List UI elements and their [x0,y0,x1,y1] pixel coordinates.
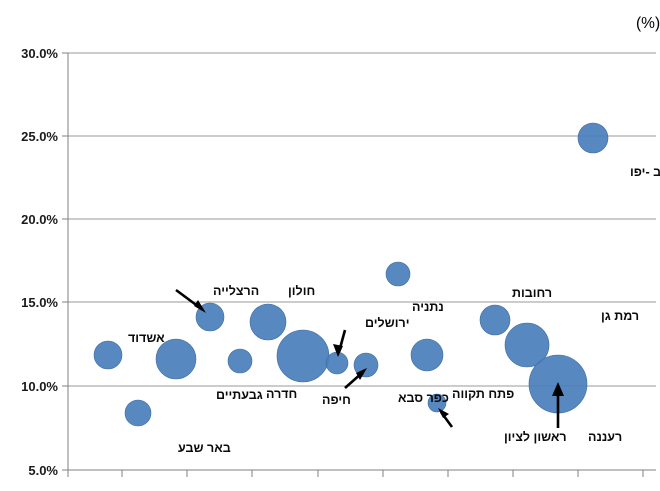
label-herzliya: הרצלייה [213,284,259,298]
y-axis-ticks [62,52,68,471]
label-petah-tikva: פתח תקווה [452,387,514,401]
bubble-rishon-lezion[interactable] [427,393,447,413]
bubble-holon[interactable] [249,303,287,341]
label-beer-sheva: באר שבע [178,441,231,455]
data-labels: אשדוד באר שבע גבעתיים הרצלייה חדרה חולון… [128,165,660,455]
leader-arrows [175,288,564,428]
page-title: הפער בגודל האוכלוסיה בין הרישום ברשויות … [636,15,660,32]
bubble-jerusalem[interactable] [325,351,349,375]
label-givatayim: גבעתיים [216,388,263,402]
y-axis-labels: 30.0% 25.0% 20.0% 15.0% 10.0% 5.0% [21,46,58,478]
bubble-netanya[interactable] [385,261,411,287]
bubble-givatayim[interactable] [155,338,197,380]
leader-rishon-lezion [438,408,454,428]
bubble-petah-tikva[interactable] [410,338,444,372]
leader-herzliya [175,288,206,313]
bubble-tel-aviv[interactable] [577,122,609,154]
label-holon: חולון [288,284,315,298]
label-hadera: חדרה [266,387,297,401]
label-rehovot: רחובות [512,286,552,300]
gridlines [68,52,656,387]
label-rishon-lezion: ראשון לציון [504,430,567,444]
bubble-ramat-gan[interactable] [504,322,550,368]
x-axis-ticks [67,470,644,477]
label-jerusalem: ירושלים [365,316,409,330]
label-netanya: נתניה [412,300,444,314]
bubble-beer-sheva[interactable] [124,399,152,427]
label-ramat-gan: רמת גן [601,309,639,323]
bubble-ashdod[interactable] [93,340,123,370]
label-ashdod: אשדוד [128,331,165,345]
y-tick-label-5: 5.0% [28,463,58,478]
bubble-hadera[interactable] [227,348,253,374]
label-haifa: חיפה [322,393,351,407]
label-tel-aviv: תל אביב -יפו [630,165,660,179]
label-kfar-saba: כפר סבא [398,391,449,405]
y-tick-label-30: 30.0% [21,46,58,61]
leader-jerusalem [333,329,347,357]
label-raanana: רעננה [588,430,622,444]
bubble-kfar-saba[interactable] [353,352,379,378]
y-tick-label-10: 10.0% [21,379,58,394]
y-tick-label-15: 15.0% [21,295,58,310]
y-tick-label-25: 25.0% [21,129,58,144]
leader-kfar-saba [344,368,367,389]
bubble-rehovot[interactable] [479,304,511,336]
bubble-haifa[interactable] [276,329,330,383]
leader-raanana [552,382,564,428]
y-tick-label-20: 20.0% [21,212,58,227]
